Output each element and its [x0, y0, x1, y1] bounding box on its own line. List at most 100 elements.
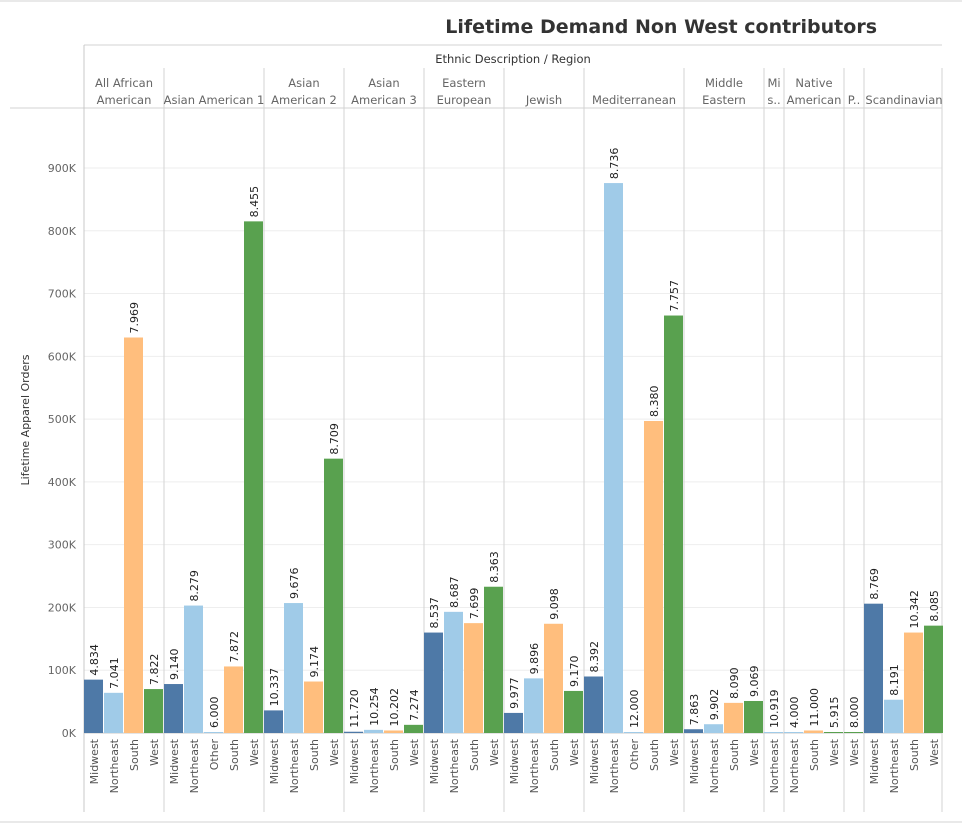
group-header-label: Asian American 1 — [164, 93, 265, 107]
bar-value-label: 10.254 — [368, 687, 381, 726]
x-category-label: South — [308, 739, 321, 771]
bar-south — [724, 702, 743, 733]
bar-west — [744, 700, 763, 733]
bar-value-label: 9.069 — [748, 665, 761, 697]
bar-midwest — [864, 603, 883, 733]
x-category-label: South — [548, 739, 561, 771]
y-tick-label: 0K — [62, 727, 77, 740]
group-header-label: Mediterranean — [592, 93, 676, 107]
x-category-label: West — [748, 738, 761, 766]
x-category-label: West — [328, 738, 341, 766]
y-tick-label: 100K — [48, 664, 77, 677]
x-category-label: Northeast — [608, 738, 621, 793]
bar-value-label: 8.769 — [868, 568, 881, 600]
group-header-label: Native — [795, 76, 832, 90]
x-category-label: South — [648, 739, 661, 771]
bar-value-label: 4.000 — [788, 697, 801, 729]
x-category-label: South — [908, 739, 921, 771]
bar-west — [844, 732, 863, 733]
bar-value-label: 10.919 — [768, 690, 781, 729]
x-category-label: Northeast — [768, 738, 781, 793]
bar-other — [204, 732, 223, 733]
y-tick-label: 900K — [48, 162, 77, 175]
bar-value-label: 10.202 — [388, 688, 401, 727]
bar-value-label: 10.342 — [908, 590, 921, 629]
bar-value-label: 8.279 — [188, 570, 201, 602]
bar-value-label: 8.363 — [488, 551, 501, 583]
x-category-label: Midwest — [588, 738, 601, 784]
y-tick-label: 600K — [48, 350, 77, 363]
group-header-label: Middle — [705, 76, 743, 90]
y-tick-label: 700K — [48, 288, 77, 301]
x-category-label: Midwest — [348, 738, 361, 784]
x-category-label: Other — [628, 739, 641, 771]
x-category-label: South — [728, 739, 741, 771]
bar-value-label: 7.872 — [228, 631, 241, 663]
bar-northeast — [104, 692, 123, 733]
bar-value-label: 9.676 — [288, 568, 301, 600]
bar-midwest — [164, 684, 183, 733]
group-header-label: Asian — [288, 76, 319, 90]
bar-northeast — [284, 603, 303, 733]
bar-value-label: 7.863 — [688, 694, 701, 726]
gridlines — [84, 167, 942, 671]
x-category-label: Northeast — [528, 738, 541, 793]
x-category-label: South — [128, 739, 141, 771]
x-category-label: South — [808, 739, 821, 771]
bar-value-label: 8.736 — [608, 148, 621, 180]
bar-midwest — [504, 712, 523, 733]
bar-south — [464, 623, 483, 733]
bar-value-label: 4.834 — [88, 644, 101, 676]
bar-west — [324, 458, 343, 733]
x-category-label: Midwest — [688, 738, 701, 784]
bar-west — [664, 315, 683, 733]
x-category-label: West — [148, 738, 161, 766]
x-category-label: West — [828, 738, 841, 766]
x-category-label: South — [228, 739, 241, 771]
x-category-label: Northeast — [188, 738, 201, 793]
bar-south — [804, 730, 823, 733]
bar-value-label: 9.140 — [168, 649, 181, 681]
y-tick-label: 500K — [48, 413, 77, 426]
bar-northeast — [524, 678, 543, 733]
bars — [84, 183, 943, 734]
bar-value-label: 11.000 — [808, 688, 821, 727]
bar-value-label: 8.709 — [328, 423, 341, 455]
bar-value-label: 7.822 — [148, 654, 161, 686]
x-category-label: Other — [208, 739, 221, 771]
bar-south — [304, 681, 323, 733]
bar-midwest — [84, 679, 103, 733]
group-header-label: American 2 — [271, 93, 337, 107]
bar-northeast — [704, 724, 723, 733]
x-category-label: Midwest — [868, 738, 881, 784]
y-tick-label: 400K — [48, 476, 77, 489]
x-category-label: Northeast — [368, 738, 381, 793]
bar-south — [224, 666, 243, 733]
group-header-label: American 3 — [351, 93, 417, 107]
bar-value-label: 8.455 — [248, 186, 261, 218]
bar-northeast — [364, 729, 383, 733]
x-category-label: Northeast — [788, 738, 801, 793]
column-header-title: Ethnic Description / Region — [435, 52, 591, 66]
bar-west — [824, 732, 843, 733]
x-category-label: West — [488, 738, 501, 766]
bar-midwest — [584, 676, 603, 733]
bar-value-label: 6.000 — [208, 697, 221, 729]
bar-south — [644, 420, 663, 733]
y-tick-label: 200K — [48, 601, 77, 614]
bar-value-label: 5.915 — [828, 697, 841, 729]
bar-midwest — [684, 729, 703, 733]
bar-northeast — [184, 605, 203, 733]
x-category-label: Northeast — [108, 738, 121, 793]
bar-value-label: 7.699 — [468, 588, 481, 620]
group-header-label: American — [787, 93, 842, 107]
bar-value-label: 7.969 — [128, 302, 141, 334]
bar-value-label: 11.720 — [348, 689, 361, 728]
x-category-label: South — [468, 739, 481, 771]
group-header-label: Eastern — [442, 76, 486, 90]
x-category-label: West — [408, 738, 421, 766]
x-category-label: South — [388, 739, 401, 771]
x-category-label: West — [928, 738, 941, 766]
bar-value-label: 8.687 — [448, 576, 461, 608]
